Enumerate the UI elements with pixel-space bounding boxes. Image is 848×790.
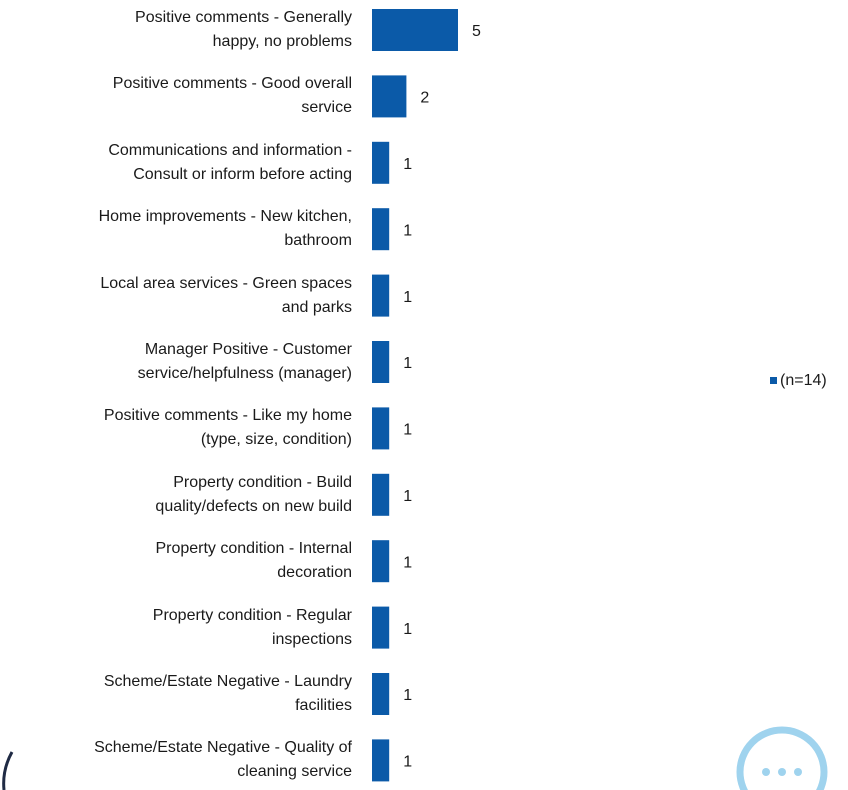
category-label: Scheme/Estate Negative - Laundry facilit… <box>103 673 352 714</box>
category-label: Manager Positive - Customer service/help… <box>137 341 352 382</box>
value-label: 1 <box>403 355 412 372</box>
value-label: 1 <box>403 422 412 439</box>
category-label: Home improvements - New kitchen, bathroo… <box>98 208 352 250</box>
bar <box>372 75 407 118</box>
legend-label: (n=14) <box>780 372 827 389</box>
category-label: Scheme/Estate Negative - Quality of clea… <box>94 739 352 781</box>
category-label: Local area services - Green spaces and p… <box>100 274 352 316</box>
category-label: Property condition - Internal decoration <box>155 540 352 582</box>
bar <box>372 407 390 450</box>
category-label: Property condition - Build quality/defec… <box>155 473 352 515</box>
bar <box>372 274 390 317</box>
value-label: 1 <box>403 488 412 505</box>
value-label: 1 <box>403 289 412 306</box>
bar <box>372 739 390 782</box>
value-label: 1 <box>403 156 412 173</box>
bar <box>372 606 390 649</box>
bar <box>372 341 390 383</box>
bar <box>372 540 390 583</box>
value-label: 1 <box>403 621 412 638</box>
category-label: Property condition - Regular inspections <box>152 606 352 648</box>
chat-icon <box>736 726 828 790</box>
value-label: 2 <box>420 90 429 107</box>
value-label: 1 <box>403 754 412 771</box>
bar <box>372 208 390 251</box>
bar <box>372 473 390 516</box>
category-label: Positive comments - Generally happy, no … <box>135 9 352 50</box>
decoration-arc <box>2 751 14 790</box>
value-label: 1 <box>403 687 412 704</box>
category-label: Positive comments - Like my home (type, … <box>103 407 352 449</box>
value-label: 1 <box>403 222 412 239</box>
category-label: Positive comments - Good overall service <box>112 75 352 117</box>
value-label: 5 <box>472 23 481 40</box>
legend-swatch <box>770 377 777 384</box>
bar <box>372 9 458 51</box>
bar <box>372 673 390 715</box>
value-label: 1 <box>403 554 412 571</box>
bar <box>372 141 390 184</box>
category-label: Communications and information - Consult… <box>108 141 352 183</box>
